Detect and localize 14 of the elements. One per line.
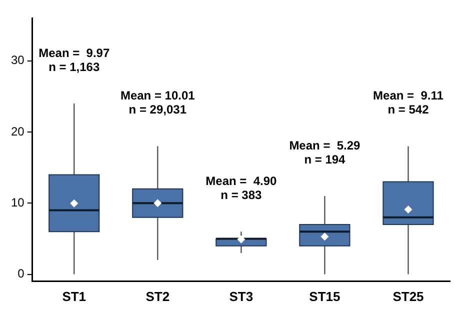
annotation: Mean = 9.97 n = 1,163 <box>38 46 110 74</box>
x-tick-label: ST15 <box>309 288 340 304</box>
x-tick-label: ST1 <box>62 288 86 304</box>
annotation: Mean = 4.90 n = 383 <box>206 174 278 202</box>
annotation: Mean = 9.11 n = 542 <box>373 88 444 117</box>
y-tick-label: 10 <box>10 195 25 210</box>
x-tick-label: ST25 <box>392 288 424 304</box>
y-tick-label: 30 <box>10 53 25 68</box>
y-tick-label: 0 <box>18 266 25 281</box>
x-tick-label: ST2 <box>146 288 170 304</box>
annotation: Mean = 10.01 n = 29,031 <box>120 88 196 117</box>
annotation: Mean = 5.29 n = 194 <box>289 138 361 166</box>
y-tick-label: 20 <box>10 124 25 138</box>
x-tick-label: ST3 <box>229 288 254 304</box>
